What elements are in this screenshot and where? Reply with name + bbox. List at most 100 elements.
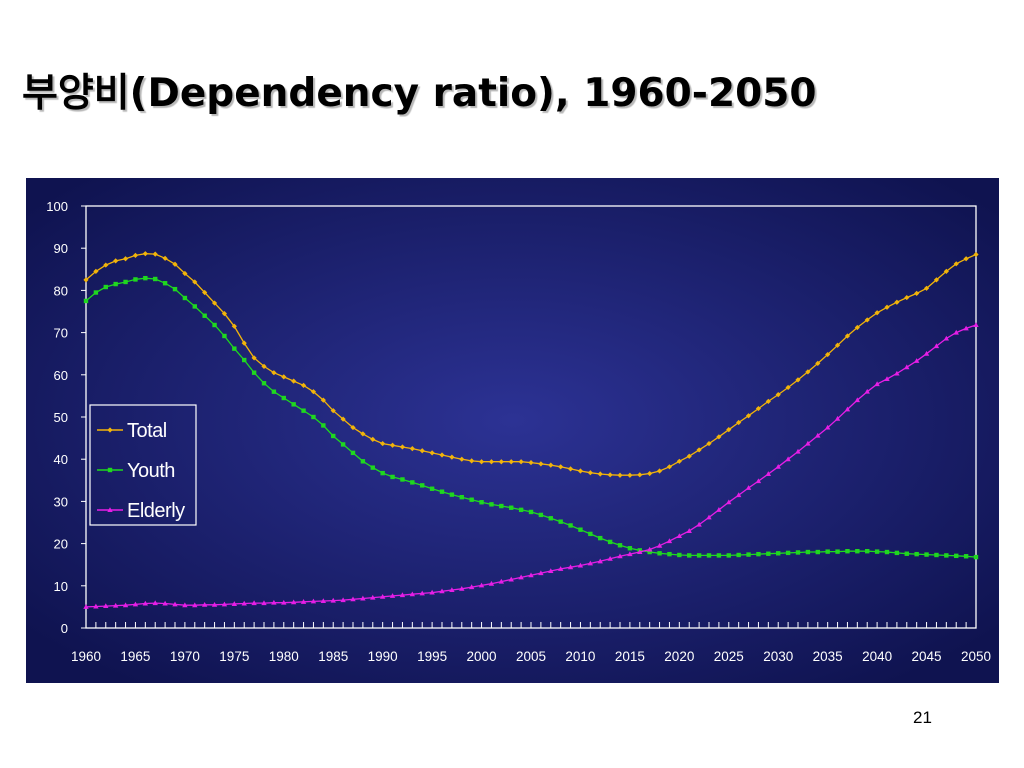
total-point — [459, 456, 465, 462]
elderly-point — [261, 600, 267, 606]
legend-item-total: Total — [97, 420, 167, 442]
elderly-point — [943, 335, 950, 341]
youth-point — [311, 414, 316, 420]
x-tick-label: 1990 — [368, 649, 398, 664]
youth-point — [331, 433, 336, 439]
youth-point — [973, 554, 979, 560]
elderly-point — [577, 562, 584, 568]
x-tick-label: 2040 — [862, 649, 892, 664]
youth-point — [944, 553, 949, 558]
total-point — [755, 405, 762, 412]
elderly-point — [360, 595, 366, 601]
youth-point — [785, 550, 791, 556]
youth-point — [133, 277, 138, 282]
total-point — [973, 251, 979, 258]
y-tick-label: 100 — [46, 199, 68, 214]
youth-point — [874, 549, 880, 554]
total-point — [409, 446, 415, 452]
youth-point — [143, 275, 148, 281]
elderly-point — [152, 600, 158, 606]
youth-point — [340, 442, 346, 447]
total-point — [548, 462, 554, 468]
elderly-point — [310, 598, 317, 604]
elderly-point — [686, 528, 692, 533]
elderly-point — [132, 601, 139, 607]
elderly-point — [468, 584, 475, 590]
youth-point — [924, 552, 929, 557]
youth-point — [321, 423, 326, 428]
youth-point — [815, 549, 820, 555]
youth-point — [370, 465, 375, 470]
youth-point — [400, 477, 405, 482]
youth-point — [390, 474, 395, 480]
elderly-point — [815, 432, 821, 438]
youth-point — [914, 551, 919, 557]
youth-point — [687, 553, 692, 558]
elderly-point — [627, 551, 633, 557]
youth-point — [716, 553, 722, 558]
total-point — [745, 413, 752, 419]
elderly-point — [913, 358, 920, 363]
total-point — [815, 360, 821, 367]
total-point — [439, 452, 445, 458]
elderly-point — [389, 593, 396, 598]
youth-point — [538, 512, 544, 518]
elderly-point — [112, 602, 119, 608]
x-tick-label: 2045 — [912, 649, 942, 664]
elderly-point — [330, 597, 336, 603]
youth-point — [449, 492, 455, 497]
total-point — [567, 466, 574, 472]
page-number: 21 — [913, 708, 932, 727]
elderly-point — [795, 448, 801, 454]
youth-point — [242, 357, 247, 363]
elderly-point — [281, 599, 287, 605]
elderly-point — [300, 599, 307, 604]
y-tick-label: 50 — [54, 410, 68, 425]
y-tick-label: 10 — [54, 579, 68, 594]
total-point — [469, 458, 475, 464]
elderly-point — [765, 471, 772, 476]
y-tick-label: 80 — [54, 283, 68, 298]
elderly-point — [103, 603, 109, 609]
elderly-point — [478, 582, 485, 588]
elderly-point — [587, 560, 594, 566]
youth-point — [548, 516, 553, 521]
youth-point — [696, 553, 702, 558]
total-point — [498, 459, 504, 465]
total-point — [854, 324, 860, 331]
youth-point — [607, 539, 613, 545]
youth-point — [736, 552, 741, 558]
total-point — [686, 453, 692, 459]
youth-point — [153, 276, 158, 282]
total-point — [914, 290, 920, 296]
elderly-point — [459, 585, 465, 591]
youth-point — [172, 286, 178, 292]
elderly-point — [755, 478, 762, 484]
youth-point — [894, 550, 900, 556]
total-point — [617, 472, 623, 478]
total-point — [538, 461, 544, 467]
x-tick-label: 1965 — [120, 649, 150, 664]
total-point — [488, 459, 495, 465]
elderly-point — [439, 588, 445, 594]
elderly-point — [973, 322, 979, 328]
y-tick-label: 30 — [54, 494, 68, 509]
elderly-point — [775, 463, 781, 469]
youth-point — [350, 450, 356, 456]
x-tick-label: 2000 — [467, 649, 497, 664]
elderly-point — [83, 604, 89, 609]
elderly-point — [884, 376, 890, 382]
elderly-point — [518, 574, 524, 580]
total-point — [291, 378, 297, 384]
total-point — [478, 459, 485, 465]
elderly-point — [538, 570, 544, 576]
elderly-point — [716, 507, 722, 512]
youth-point — [528, 509, 534, 515]
total-point — [103, 262, 109, 268]
elderly-point — [379, 593, 386, 599]
youth-point — [884, 549, 890, 555]
elderly-point — [933, 343, 940, 349]
elderly-point — [706, 514, 712, 520]
youth-point — [706, 553, 712, 558]
